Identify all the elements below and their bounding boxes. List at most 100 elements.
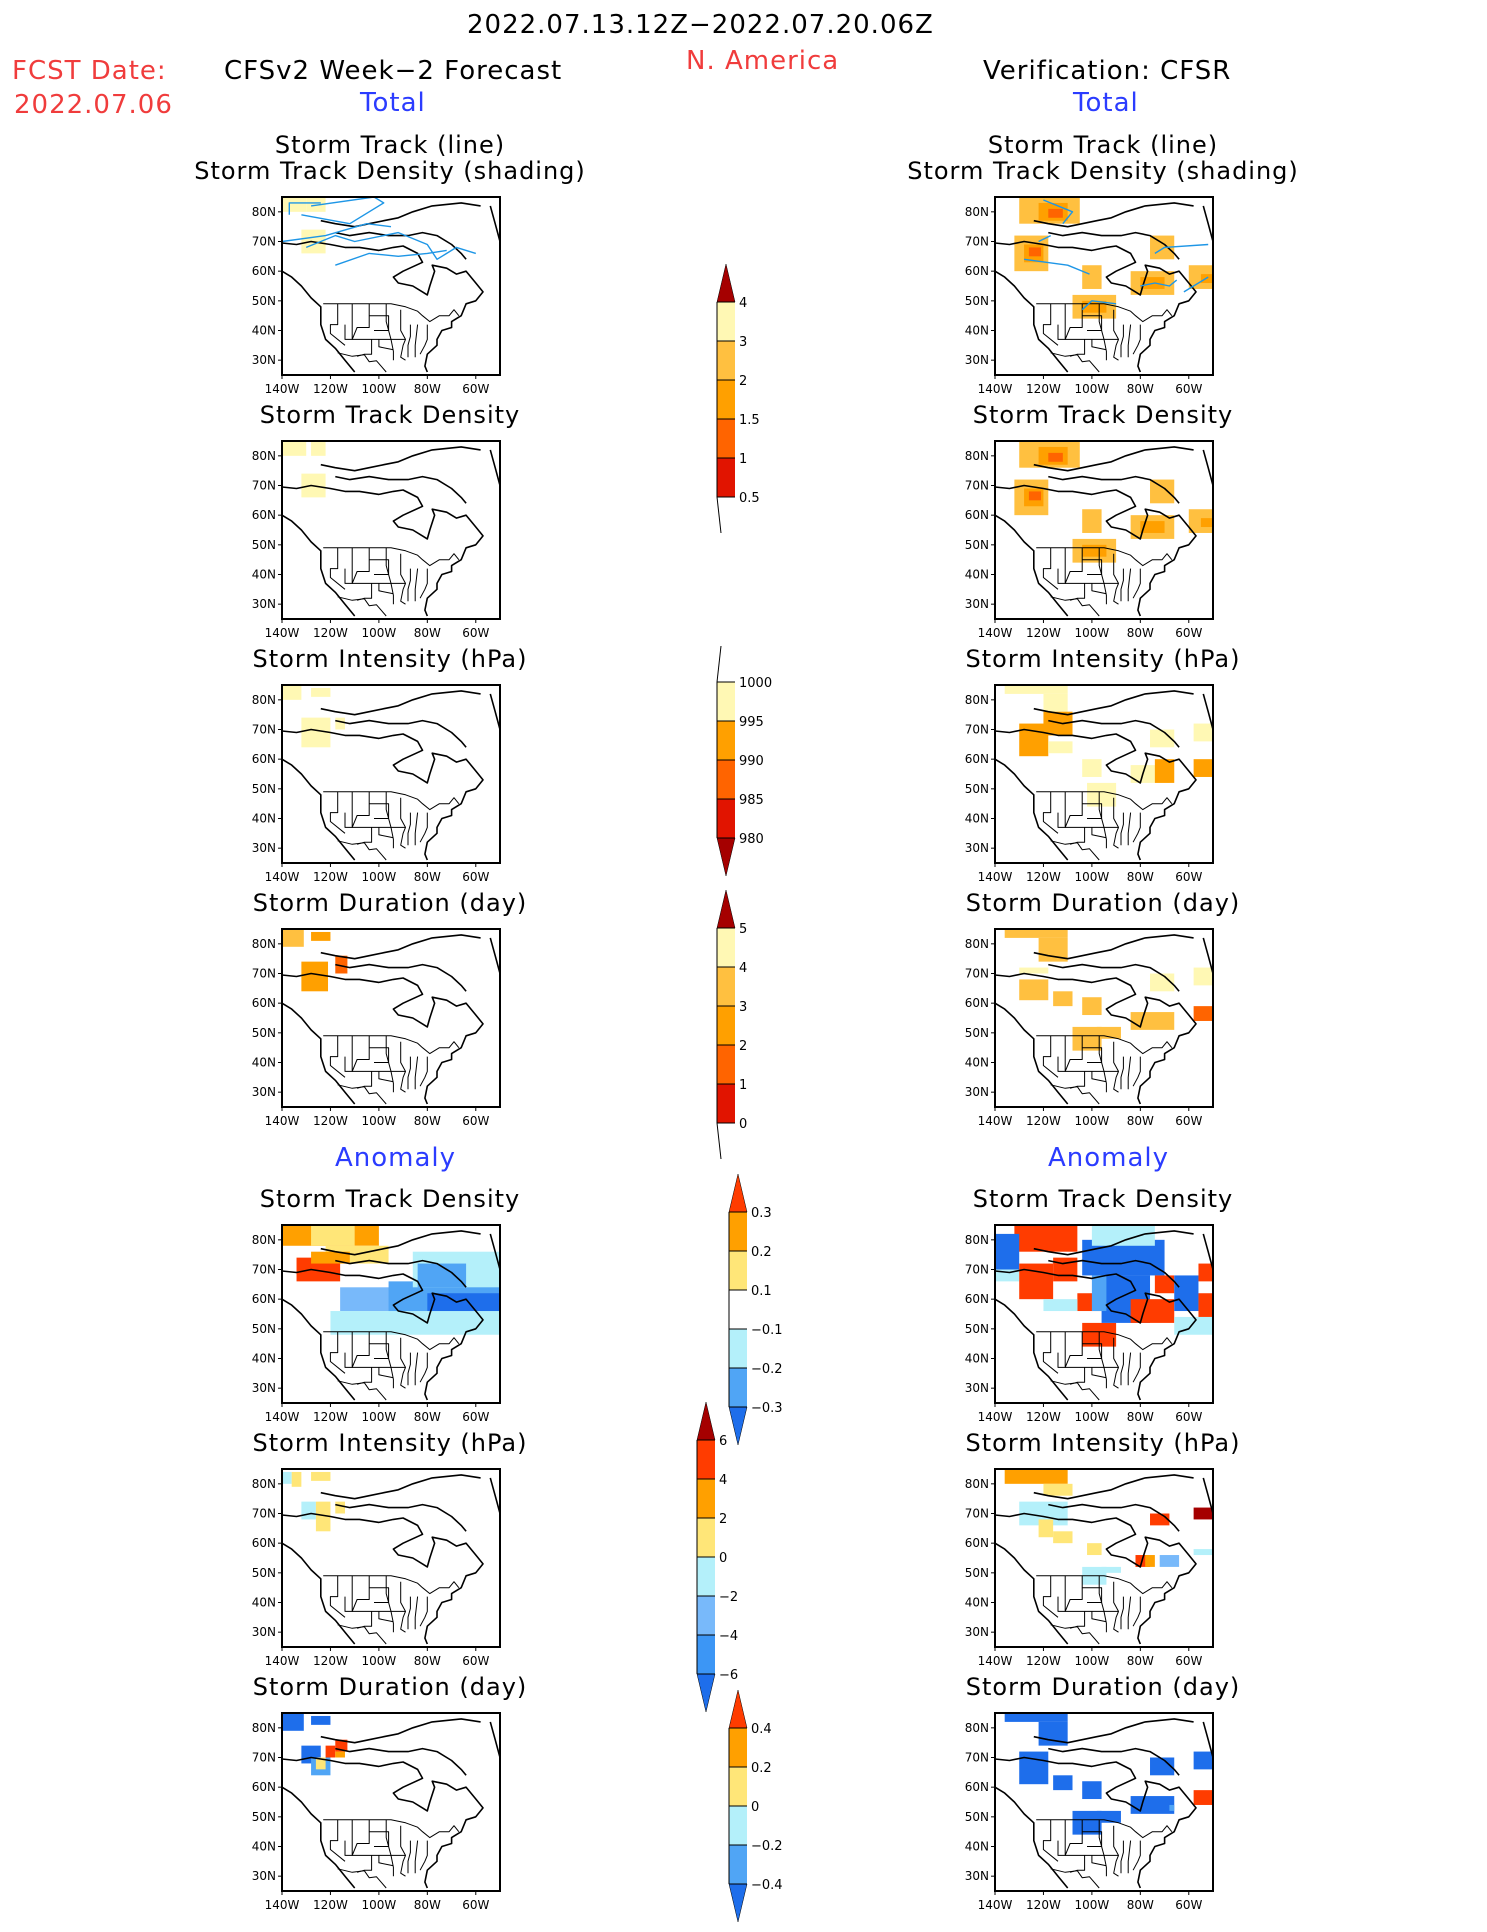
state-border bbox=[1057, 1056, 1119, 1072]
shaded-cell bbox=[1193, 1549, 1213, 1556]
state-border bbox=[351, 1035, 370, 1072]
shaded-cell bbox=[1193, 1751, 1213, 1770]
panel-title-cfsr-track-shading: Storm Track Density (shading) bbox=[907, 157, 1299, 185]
lat-tick-label: 60N bbox=[965, 1780, 989, 1794]
map-panel-cfsr-intensity: 80N 70N 60N 50N 40N 30N 140W 120W 100W 80W 60W bbox=[953, 681, 1223, 895]
state-border bbox=[407, 1056, 411, 1090]
state-border bbox=[323, 1035, 460, 1055]
lon-tick-label: 100W bbox=[1074, 382, 1109, 396]
colorbar-label: −0.1 bbox=[751, 1323, 783, 1338]
lon-tick-label: 120W bbox=[1026, 1898, 1061, 1912]
coastline bbox=[489, 1233, 500, 1270]
storm-track-line bbox=[335, 249, 447, 266]
map-frame bbox=[281, 440, 501, 620]
shaded-cell bbox=[1072, 1810, 1102, 1835]
shaded-cell bbox=[1096, 1810, 1121, 1823]
coastline bbox=[1048, 1747, 1180, 1776]
shaded-cell bbox=[995, 1269, 1020, 1282]
state-border bbox=[329, 1331, 346, 1374]
lat-tick-label: 80N bbox=[965, 205, 989, 219]
lon-tick-label: 120W bbox=[313, 870, 348, 884]
colorbar-segment bbox=[697, 1596, 715, 1635]
colorbar-lower-stub bbox=[716, 496, 722, 534]
lat-tick-label: 80N bbox=[965, 449, 989, 463]
lat-tick-label: 70N bbox=[252, 235, 276, 249]
panel-title-cfsr-intensity: Storm Intensity (hPa) bbox=[965, 645, 1241, 673]
lon-tick-label: 60W bbox=[1175, 626, 1202, 640]
state-border bbox=[1064, 791, 1083, 828]
map-svg: 80N 70N 60N 50N 40N 30N 140W 120W 100W 80W 60W bbox=[252, 928, 501, 1128]
colorbar-upper-arrow bbox=[716, 263, 736, 303]
shaded-cell bbox=[315, 1757, 326, 1770]
lon-tick-label: 120W bbox=[313, 1654, 348, 1668]
state-border bbox=[1036, 1819, 1173, 1839]
storm-track-line bbox=[1183, 276, 1209, 293]
lat-tick-label: 60N bbox=[965, 264, 989, 278]
lat-tick-label: 40N bbox=[965, 1840, 989, 1854]
state-border bbox=[1069, 827, 1086, 845]
storm-track-line bbox=[288, 202, 321, 215]
state-border bbox=[329, 1035, 346, 1078]
map-frame bbox=[281, 196, 501, 376]
lat-tick-label: 80N bbox=[965, 1721, 989, 1735]
shaded-cell bbox=[330, 1311, 500, 1335]
shaded-cell bbox=[1193, 967, 1213, 986]
state-border bbox=[1036, 791, 1173, 811]
storm-track-line bbox=[1024, 258, 1090, 275]
lon-tick-label: 80W bbox=[1127, 626, 1154, 640]
lon-tick-label: 80W bbox=[1127, 870, 1154, 884]
lat-tick-label: 40N bbox=[252, 812, 276, 826]
state-border bbox=[1042, 1035, 1059, 1078]
colorbar-label: 5 bbox=[739, 922, 747, 937]
storm-track-line bbox=[1081, 300, 1117, 311]
state-border bbox=[378, 339, 394, 351]
shaded-cell bbox=[1053, 1531, 1073, 1544]
anomaly-label-left: Anomaly bbox=[335, 1143, 457, 1173]
shaded-cell bbox=[1072, 1026, 1102, 1051]
lon-tick-label: 60W bbox=[462, 1114, 489, 1128]
storm-track-line bbox=[305, 231, 477, 260]
colorbar-svg: 0.4 0.2 0 −0.2 −0.4 bbox=[728, 1689, 783, 1923]
colorbar-segment bbox=[729, 1212, 747, 1251]
coastline bbox=[1033, 934, 1194, 960]
region-title: N. America bbox=[686, 46, 840, 76]
panel-title-cfsr-duration-anom: Storm Duration (day) bbox=[965, 1673, 1241, 1701]
lat-tick-label: 30N bbox=[965, 1869, 989, 1883]
colorbar-segment bbox=[717, 799, 735, 838]
state-border bbox=[1127, 1596, 1132, 1630]
state-border bbox=[1113, 1581, 1119, 1633]
state-border bbox=[385, 1035, 394, 1093]
state-border bbox=[1098, 1819, 1107, 1877]
state-border bbox=[356, 1611, 373, 1629]
lat-tick-label: 40N bbox=[965, 1352, 989, 1366]
state-border bbox=[329, 547, 346, 590]
state-border bbox=[1036, 1035, 1173, 1055]
storm-track-line bbox=[1043, 199, 1074, 225]
state-border bbox=[1120, 324, 1124, 358]
map-svg: 80N 70N 60N 50N 40N 30N 140W 120W 100W 80W 60W bbox=[965, 440, 1214, 640]
state-border bbox=[1069, 339, 1086, 357]
state-border bbox=[1057, 1840, 1119, 1856]
lat-tick-label: 70N bbox=[965, 1751, 989, 1765]
colorbar-segment bbox=[717, 380, 735, 419]
colorbar-upper-arrow bbox=[728, 1173, 748, 1213]
panel-title-fc-intensity: Storm Intensity (hPa) bbox=[252, 645, 528, 673]
state-border bbox=[369, 1047, 390, 1063]
colorbar-label: −0.3 bbox=[751, 1401, 783, 1416]
state-border bbox=[1064, 303, 1083, 340]
lat-tick-label: 60N bbox=[965, 1292, 989, 1306]
state-border bbox=[1069, 1071, 1086, 1089]
state-border bbox=[1091, 583, 1107, 595]
colorbar-label: 0 bbox=[739, 1117, 747, 1132]
lon-tick-label: 100W bbox=[1074, 1654, 1109, 1668]
state-border bbox=[344, 324, 406, 340]
shaded-cell bbox=[1028, 491, 1042, 501]
fcst-date-value: 2022.07.06 bbox=[14, 90, 173, 120]
colorbar-label: −6 bbox=[719, 1668, 738, 1683]
lat-tick-label: 30N bbox=[965, 1625, 989, 1639]
lat-tick-label: 30N bbox=[252, 597, 276, 611]
lat-tick-label: 30N bbox=[965, 1381, 989, 1395]
state-border bbox=[419, 1352, 428, 1383]
state-border bbox=[351, 547, 370, 584]
state-border bbox=[337, 1868, 387, 1889]
